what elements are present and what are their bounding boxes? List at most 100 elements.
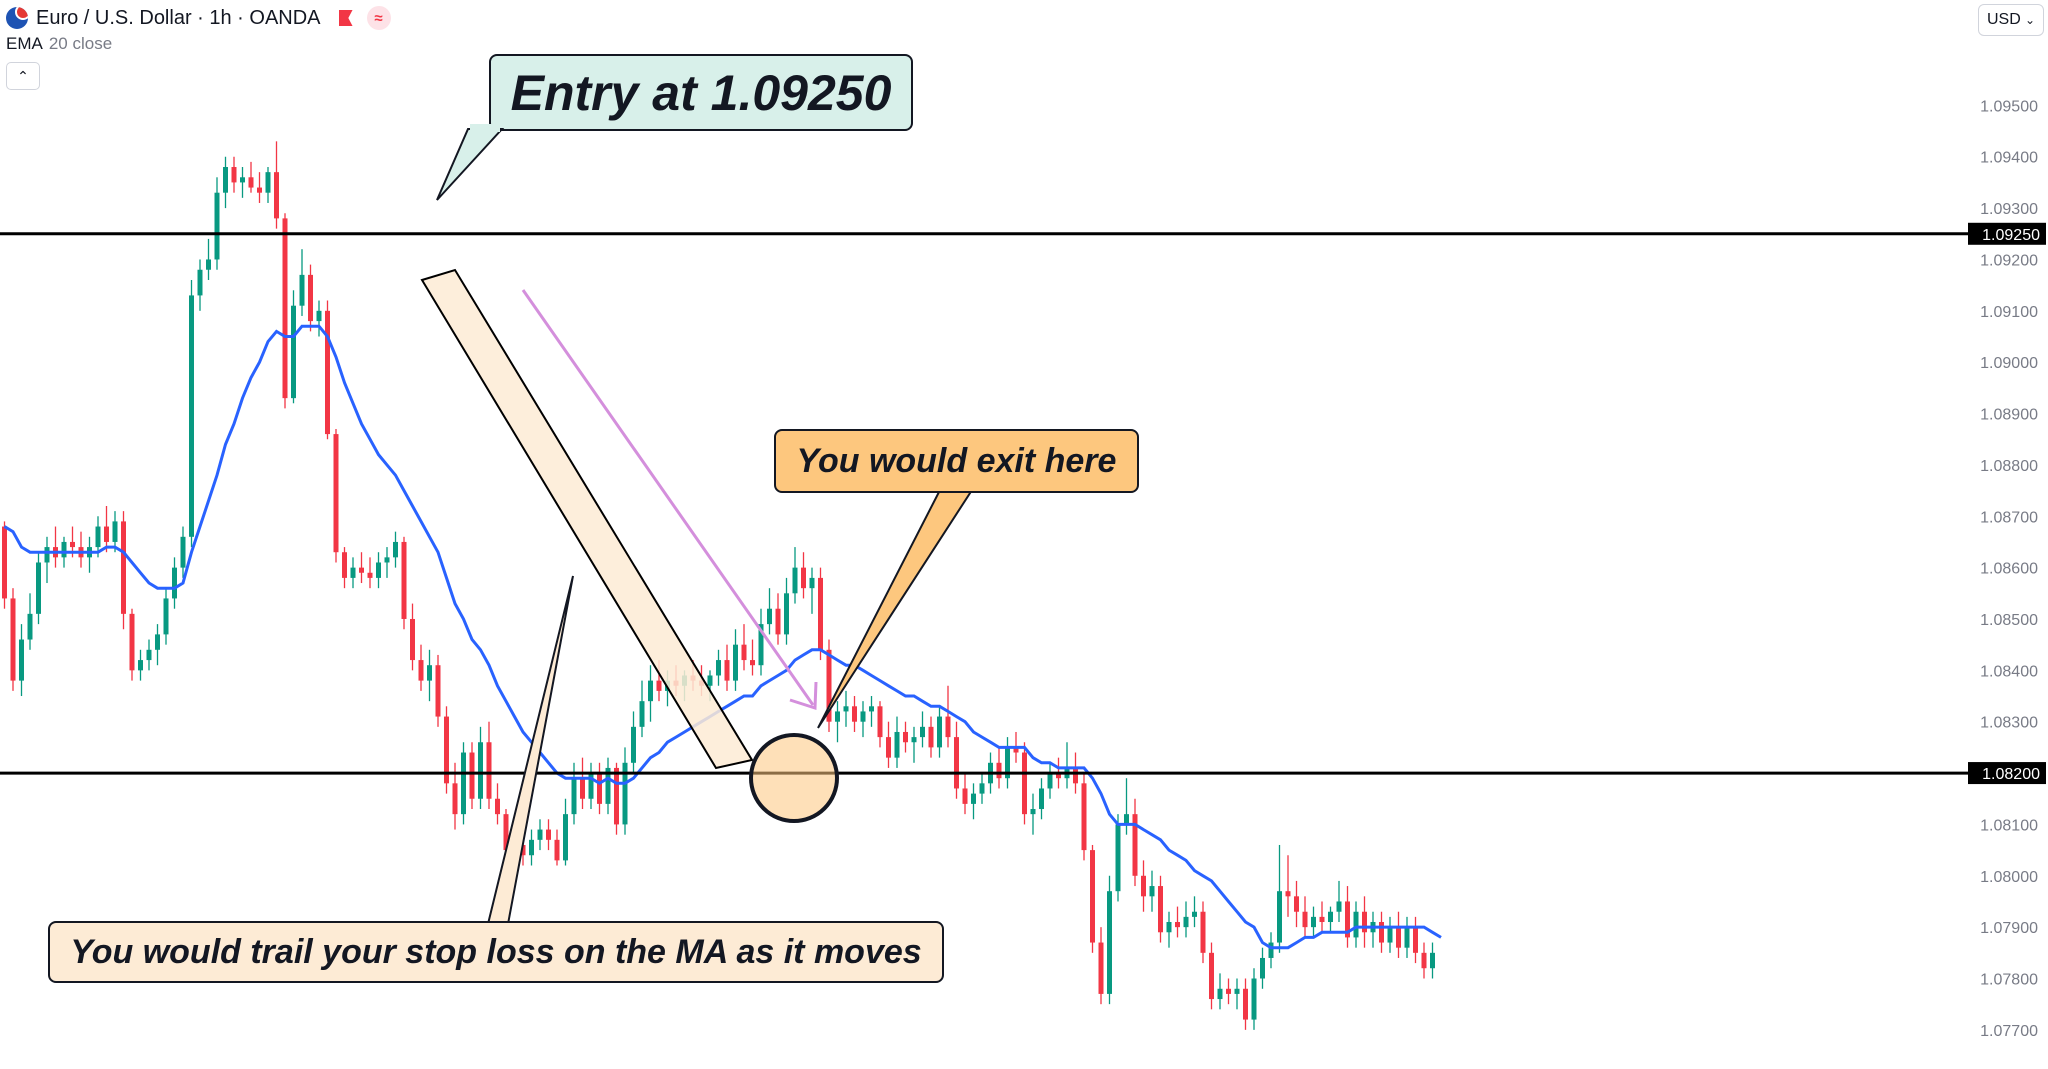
candle xyxy=(10,588,16,691)
candles-layer xyxy=(2,141,1435,1030)
candle-body xyxy=(1387,927,1393,943)
candle-body xyxy=(189,295,194,537)
trail-callout-text: You would trail your stop loss on the MA… xyxy=(70,932,922,971)
price-tick-label: 1.07700 xyxy=(1980,1023,2038,1040)
candle-body xyxy=(903,731,908,743)
candle xyxy=(1319,901,1325,933)
candle-body xyxy=(775,608,781,635)
candle xyxy=(350,557,356,589)
trend-arrow xyxy=(521,289,818,711)
entry-callout-text: Entry at 1.09250 xyxy=(510,64,892,121)
candle xyxy=(1200,901,1206,964)
candle-body xyxy=(894,731,900,758)
level-price-tag xyxy=(1968,762,2046,785)
candle-body xyxy=(758,624,764,666)
candle-body xyxy=(1175,922,1180,928)
candle-body xyxy=(180,536,186,568)
candle xyxy=(631,711,636,774)
candle-body xyxy=(469,752,475,799)
candle xyxy=(1022,742,1027,825)
candle-body xyxy=(495,798,500,815)
candle xyxy=(1226,978,1231,1005)
candle xyxy=(622,747,628,835)
candle xyxy=(860,701,866,738)
flag-icon[interactable] xyxy=(338,10,353,26)
chevron-down-icon: ⌄ xyxy=(2024,13,2035,27)
candle xyxy=(1234,978,1240,1010)
candle xyxy=(410,603,415,671)
symbol-title[interactable]: Euro / U.S. Dollar · 1h · OANDA xyxy=(36,6,321,29)
candle-body xyxy=(537,829,543,840)
candle xyxy=(1209,942,1214,1010)
candle xyxy=(1251,968,1257,1030)
candle-body xyxy=(1345,901,1350,938)
candle xyxy=(1039,778,1044,820)
candle-body xyxy=(1251,978,1257,1020)
candle-body xyxy=(1039,788,1044,810)
candle-body xyxy=(418,660,424,681)
exit-callout xyxy=(774,429,1139,729)
price-tick-label: 1.07800 xyxy=(1980,972,2038,989)
candle xyxy=(886,721,891,768)
candle-body xyxy=(350,567,356,578)
price-tick-label: 1.09000 xyxy=(1980,355,2038,372)
candle-body xyxy=(1268,942,1274,958)
candle-body xyxy=(1013,747,1019,753)
price-tick-label: 1.08500 xyxy=(1980,612,2038,629)
candle-body xyxy=(1430,952,1435,969)
candle-body xyxy=(767,608,772,625)
collapse-legend-button[interactable]: ⌃ xyxy=(6,62,40,90)
candle-body xyxy=(427,665,432,681)
candle xyxy=(554,829,560,866)
candle-body xyxy=(1192,911,1197,917)
candle xyxy=(716,649,721,686)
candle-body xyxy=(146,649,152,661)
candle-body xyxy=(1243,988,1248,1020)
candle xyxy=(27,593,33,650)
candle xyxy=(1149,870,1155,912)
exit-circle xyxy=(749,733,839,823)
candle xyxy=(2,521,7,609)
candle-body xyxy=(546,829,551,840)
candle xyxy=(197,259,203,311)
candle xyxy=(333,428,339,563)
candle xyxy=(461,742,466,825)
candle-body xyxy=(563,814,568,861)
candle-body xyxy=(486,742,492,799)
eu-us-flag-icon xyxy=(6,7,28,29)
candle xyxy=(367,557,373,589)
candle-body xyxy=(61,541,67,558)
candle xyxy=(189,280,194,548)
candle-body xyxy=(869,706,874,712)
candle xyxy=(758,608,764,676)
wave-icon[interactable]: ≈ xyxy=(366,6,391,30)
price-tick-label: 1.08100 xyxy=(1980,817,2038,834)
exit-callout-text: You would exit here xyxy=(796,441,1117,480)
candle xyxy=(733,629,738,691)
candle-body xyxy=(104,526,109,542)
price-tick-label: 1.08800 xyxy=(1980,458,2038,475)
candle-body xyxy=(1141,875,1146,897)
candle-body xyxy=(1166,922,1172,933)
candle-body xyxy=(1328,911,1333,923)
horizontal-levels: 1.09250 1.08200 xyxy=(0,222,2046,785)
indicator-name[interactable]: EMA xyxy=(6,34,43,53)
candle-body xyxy=(1413,927,1418,953)
candle-body xyxy=(1353,911,1359,938)
candle xyxy=(401,536,407,630)
candle-body xyxy=(214,192,220,260)
candle xyxy=(393,531,398,568)
candle xyxy=(1132,798,1138,887)
candle xyxy=(1217,973,1223,1010)
candle-body xyxy=(393,541,398,558)
candle xyxy=(1124,778,1129,835)
candle-body xyxy=(1200,911,1206,953)
price-tick-label: 1.09300 xyxy=(1980,201,2038,218)
currency-select[interactable]: USD ⌄ xyxy=(1978,4,2044,36)
candle xyxy=(920,711,925,748)
candle-body xyxy=(588,773,594,799)
candle-body xyxy=(614,767,619,825)
candle-body xyxy=(1421,952,1427,969)
candle xyxy=(784,577,789,645)
